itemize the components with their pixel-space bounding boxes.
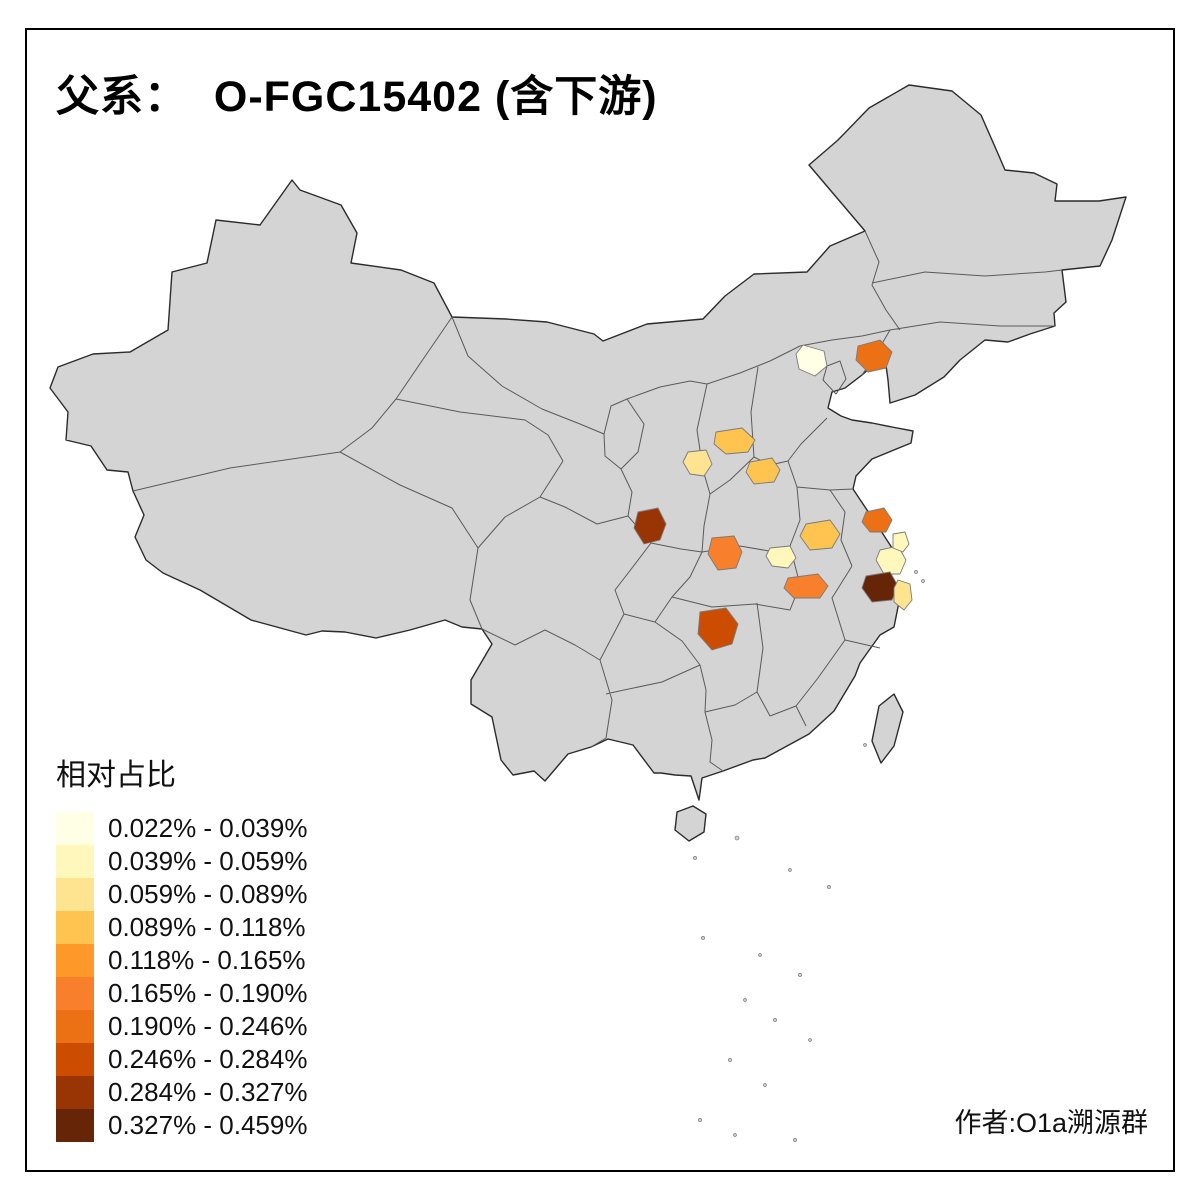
china-landmass: [49, 84, 1127, 842]
map-region: [892, 531, 910, 553]
legend-row: 0.165% - 0.190%: [56, 977, 307, 1010]
legend-bin-label: 0.059% - 0.089%: [108, 879, 308, 909]
province-borders: [132, 230, 1063, 772]
map-region: [633, 507, 667, 545]
page-title: 父系： O-FGC15402 (含下游): [56, 73, 658, 121]
map-region: [893, 579, 913, 611]
legend-title: 相对占比: [56, 759, 176, 792]
legend-row: 0.246% - 0.284%: [56, 1043, 307, 1076]
legend-swatch: [56, 1076, 94, 1109]
map-region: [855, 339, 893, 373]
legend-swatch: [56, 878, 94, 911]
legend-rows: 0.022% - 0.039% 0.039% - 0.059% 0.059% - 0…: [56, 812, 307, 1142]
legend-row: 0.089% - 0.118%: [56, 911, 307, 944]
map-region: [707, 535, 743, 571]
legend-row: 0.039% - 0.059%: [56, 845, 307, 878]
legend: 相对占比 0.022% - 0.039% 0.039% - 0.059% 0.059…: [56, 750, 307, 1142]
map-region: [861, 507, 893, 533]
legend-row: 0.190% - 0.246%: [56, 1010, 307, 1043]
legend-row: 0.118% - 0.165%: [56, 944, 307, 977]
legend-bin-label: 0.118% - 0.165%: [108, 945, 306, 975]
legend-row: 0.327% - 0.459%: [56, 1109, 307, 1142]
legend-row: 0.022% - 0.039%: [56, 812, 307, 845]
map-region: [682, 449, 713, 477]
legend-row: 0.059% - 0.089%: [56, 878, 307, 911]
legend-swatch: [56, 944, 94, 977]
map-region: [795, 344, 828, 377]
legend-swatch: [56, 977, 94, 1010]
map-region: [799, 519, 841, 551]
map-region: [861, 571, 899, 603]
map-region: [713, 427, 756, 455]
map-region: [783, 573, 829, 599]
legend-bin-label: 0.165% - 0.190%: [108, 978, 308, 1008]
legend-bin-label: 0.284% - 0.327%: [108, 1077, 308, 1107]
map-region: [765, 545, 797, 569]
legend-swatch: [56, 911, 94, 944]
small-islands: [693, 570, 925, 1142]
legend-swatch: [56, 1010, 94, 1043]
highlighted-regions: [633, 339, 913, 651]
map-region: [697, 607, 739, 651]
legend-swatch: [56, 812, 94, 845]
legend-bin-label: 0.022% - 0.039%: [108, 813, 308, 843]
legend-swatch: [56, 845, 94, 878]
legend-bin-label: 0.246% - 0.284%: [108, 1044, 308, 1074]
legend-bin-label: 0.327% - 0.459%: [108, 1110, 308, 1140]
legend-bin-label: 0.190% - 0.246%: [108, 1011, 308, 1041]
legend-swatch: [56, 1043, 94, 1076]
legend-bin-label: 0.039% - 0.059%: [108, 846, 308, 876]
author-credit: 作者:O1a溯源群: [954, 1108, 1148, 1138]
legend-swatch: [56, 1109, 94, 1142]
legend-row: 0.284% - 0.327%: [56, 1076, 307, 1109]
legend-bin-label: 0.089% - 0.118%: [108, 912, 306, 942]
map-region: [745, 457, 781, 485]
